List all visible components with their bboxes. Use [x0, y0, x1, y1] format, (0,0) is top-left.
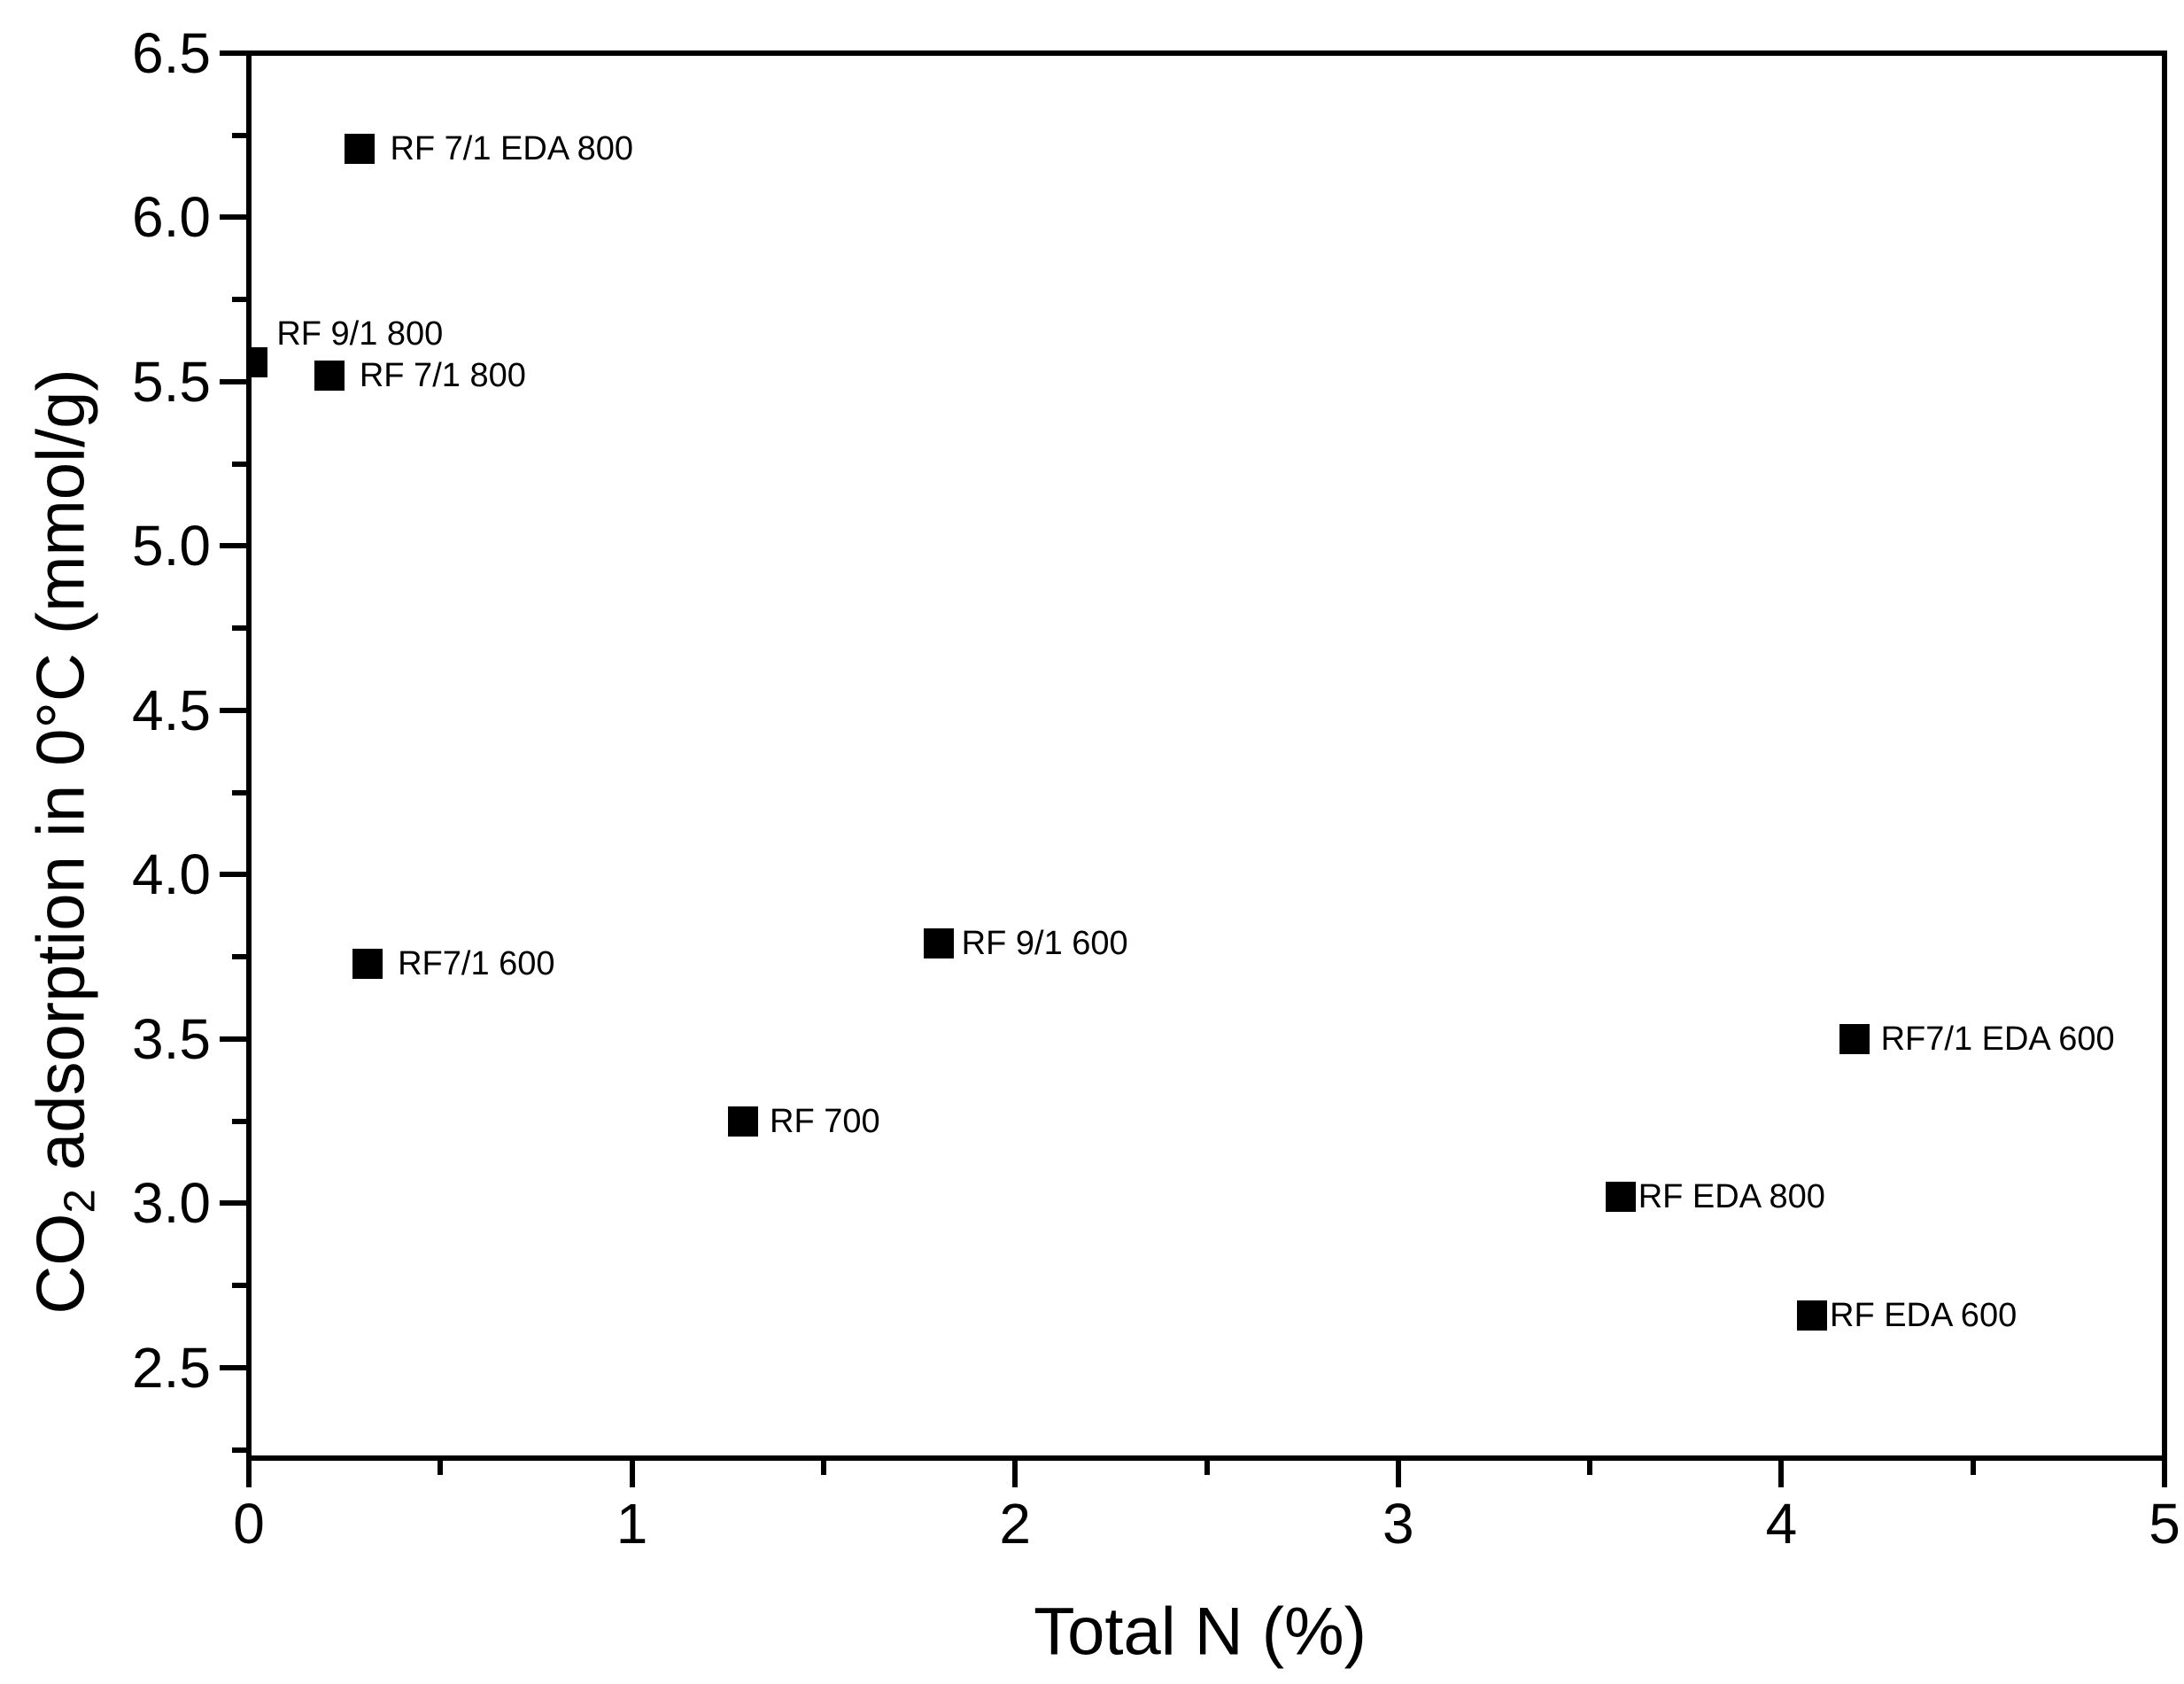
x-axis-title: Total N (%): [1034, 1594, 1367, 1670]
y-tick-label: 5.5: [132, 349, 211, 414]
data-point-marker: [1605, 1182, 1636, 1213]
data-point-marker: [252, 346, 268, 377]
x-minor-tick: [820, 1461, 826, 1475]
data-point-label: RF 7/1 800: [359, 356, 526, 394]
x-tick-label: 3: [1382, 1492, 1414, 1556]
x-tick-label: 4: [1765, 1492, 1798, 1556]
y-minor-tick: [232, 789, 246, 795]
x-major-tick: [1395, 1461, 1401, 1487]
y-minor-tick: [232, 132, 246, 138]
data-point-marker: [345, 133, 376, 164]
y-major-tick: [220, 50, 246, 56]
y-axis-title-subscript: 2: [55, 1189, 105, 1214]
y-minor-tick: [232, 461, 246, 467]
data-point-label: RF7/1 600: [398, 944, 555, 982]
y-tick-label: 4.5: [132, 678, 211, 742]
x-major-tick: [1012, 1461, 1018, 1487]
data-point-marker: [352, 948, 383, 979]
y-tick-label: 4.0: [132, 842, 211, 907]
y-axis-title: CO2 adsorption in 0°C (mmol/g): [22, 369, 105, 1314]
y-tick-label: 6.0: [132, 185, 211, 250]
data-point-marker: [1839, 1023, 1870, 1054]
x-minor-tick: [1587, 1461, 1593, 1475]
x-tick-label: 5: [2149, 1492, 2180, 1556]
plot-area: RF 7/1 EDA 800 RF 9/1 800 RF 7/1 800 RF7/1 …: [246, 50, 2167, 1461]
y-minor-tick: [232, 297, 246, 303]
data-point-marker: [1797, 1300, 1827, 1331]
y-minor-tick: [232, 1447, 246, 1453]
y-minor-tick: [232, 1118, 246, 1124]
y-axis-title-prefix: CO: [23, 1213, 99, 1315]
data-point-label: RF EDA 800: [1638, 1178, 1825, 1216]
y-minor-tick: [232, 954, 246, 960]
data-point-label: RF 9/1 800: [276, 314, 444, 353]
y-tick-label: 3.5: [132, 1006, 211, 1071]
y-major-tick: [220, 543, 246, 549]
data-point-label: RF EDA 600: [1830, 1296, 2017, 1334]
y-minor-tick: [232, 1283, 246, 1289]
y-major-tick: [220, 214, 246, 221]
x-minor-tick: [438, 1461, 444, 1475]
x-tick-label: 2: [999, 1492, 1031, 1556]
y-tick-label: 5.0: [132, 514, 211, 578]
y-major-tick: [220, 1036, 246, 1042]
x-major-tick: [246, 1461, 252, 1487]
data-point-label: RF7/1 EDA 600: [1880, 1020, 2115, 1058]
x-tick-label: 0: [233, 1492, 265, 1556]
y-major-tick: [220, 872, 246, 878]
x-major-tick: [1778, 1461, 1785, 1487]
y-tick-label: 6.5: [132, 21, 211, 85]
data-point-label: RF 7/1 EDA 800: [390, 129, 634, 167]
y-major-tick: [220, 1364, 246, 1370]
data-point-label: RF 700: [770, 1102, 880, 1140]
y-tick-label: 3.0: [132, 1171, 211, 1236]
y-major-tick: [220, 1200, 246, 1207]
data-point-marker: [728, 1106, 759, 1137]
y-major-tick: [220, 378, 246, 384]
y-axis-title-suffix: adsorption in 0°C (mmol/g): [23, 369, 99, 1190]
data-point-label: RF 9/1 600: [961, 925, 1128, 963]
y-major-tick: [220, 707, 246, 713]
data-point-marker: [923, 928, 954, 959]
x-major-tick: [2162, 1461, 2167, 1487]
x-minor-tick: [1970, 1461, 1976, 1475]
x-minor-tick: [1204, 1461, 1210, 1475]
y-tick-label: 2.5: [132, 1335, 211, 1400]
x-tick-label: 1: [616, 1492, 648, 1556]
x-major-tick: [629, 1461, 635, 1487]
data-point-marker: [314, 360, 345, 391]
y-minor-tick: [232, 625, 246, 632]
